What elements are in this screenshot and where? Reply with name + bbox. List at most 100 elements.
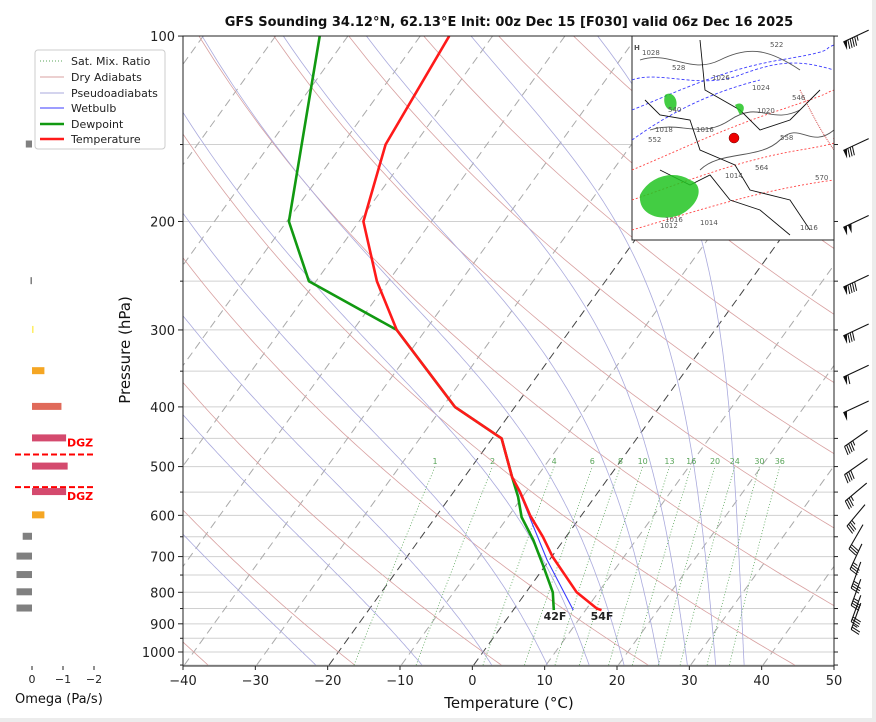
barb-feather [847, 374, 851, 385]
barb-flag [843, 148, 848, 159]
barb-staff [844, 458, 868, 476]
mixing-ratio-line [353, 466, 436, 666]
barb-feather [848, 443, 853, 453]
mixing-ratio-line [608, 466, 670, 666]
barb-half-feather [852, 624, 858, 628]
map-label: 528 [672, 64, 685, 72]
omega-axis-title: Omega (Pa/s) [15, 692, 103, 707]
dry-adiabat [183, 509, 355, 666]
legend-box [34, 49, 166, 150]
x-tick-label: 20 [609, 674, 626, 689]
barb-feather [846, 472, 851, 482]
mixing-ratio-line [482, 466, 555, 666]
barb-staff [843, 323, 869, 337]
barb-feather [847, 148, 851, 158]
y-tick-label: 500 [150, 461, 175, 476]
mixing-ratio-label: 6 [590, 457, 595, 466]
y-tick-label: 300 [150, 324, 175, 339]
y-tick-label: 800 [150, 586, 175, 601]
barb-feather [846, 525, 854, 534]
map-precip-area [664, 93, 677, 111]
barb-flag [843, 225, 848, 236]
dgz-label: DGZ [67, 490, 93, 503]
y-tick-label: 900 [150, 618, 175, 633]
omega-bar [32, 367, 45, 375]
figure-border-right [872, 0, 876, 722]
barb-feather [852, 616, 861, 623]
barb-staff [844, 482, 868, 502]
barb-feather [851, 544, 859, 552]
y-tick-label: 600 [150, 509, 175, 524]
map-label: 522 [770, 41, 783, 49]
barb-staff [844, 429, 868, 447]
omega-bar [32, 488, 67, 496]
y-axis-title: Pressure (hPa) [116, 296, 134, 404]
barb-feather [849, 332, 853, 342]
mixing-ratio-label: 24 [730, 457, 740, 466]
map-label: 1014 [725, 172, 743, 180]
legend-label: Wetbulb [71, 102, 116, 115]
omega-bar [32, 402, 62, 410]
map-border [699, 39, 821, 131]
barb-flag [843, 40, 848, 51]
barb-feather [851, 282, 855, 292]
mixing-ratio-line [632, 466, 692, 666]
plot-frame [182, 35, 835, 667]
map-label: 1012 [660, 222, 678, 230]
barb-half-feather [856, 35, 859, 41]
y-tick-label: 1000 [142, 646, 175, 661]
barb-feather [851, 602, 861, 609]
omega-bar [16, 552, 32, 560]
mixing-ratio-line [578, 466, 644, 666]
dry-adiabat [183, 133, 796, 666]
surface-temperature-label: 54F [591, 610, 614, 623]
mixing-ratio-label: 1 [433, 457, 438, 466]
x-tick-label: 30 [681, 674, 698, 689]
map-thickness-contour [632, 89, 834, 171]
barb-feather [847, 39, 851, 49]
pseudoadiabat [183, 533, 317, 666]
map-label: 1016 [800, 224, 818, 232]
omega-bar [32, 511, 45, 519]
barb-feather [851, 585, 861, 592]
pseudoadiabat [183, 315, 493, 666]
omega-bar [16, 604, 32, 612]
map-label: 1016 [665, 216, 683, 224]
barb-flag [843, 411, 848, 421]
map-label: 1014 [700, 219, 718, 227]
mixing-ratio-line [658, 466, 716, 666]
barb-feather [851, 331, 855, 341]
wind-barbs [843, 29, 869, 635]
dgz-label: DGZ [67, 437, 93, 450]
map-height-contour [632, 62, 834, 82]
map-pressure-contour [699, 129, 834, 171]
barb-feather [851, 146, 855, 156]
dry-adiabat [183, 257, 649, 666]
pseudoadiabat [183, 212, 548, 666]
barb-feather [852, 583, 861, 589]
barb-feather [852, 600, 861, 607]
wind-barb [846, 504, 866, 534]
barb-half-feather [852, 440, 856, 446]
barb-flag [847, 223, 852, 234]
wind-barb [843, 323, 869, 345]
barb-feather [848, 471, 853, 481]
dry-adiabat [273, 36, 834, 529]
map-label: 558 [780, 134, 793, 142]
omega-tick-label: −1 [55, 673, 71, 686]
barb-feather [850, 441, 855, 451]
y-tick-label: 200 [150, 215, 175, 230]
barb-staff [846, 504, 866, 527]
map-thickness-contour [799, 89, 834, 151]
mixing-ratio-label: 20 [710, 457, 720, 466]
x-tick-label: 40 [753, 674, 770, 689]
barb-staff [843, 138, 869, 151]
wind-barb [843, 364, 869, 386]
x-tick-label: 0 [468, 674, 476, 689]
y-tick-label: 700 [150, 551, 175, 566]
plot-axes: −40 −30 −20 −10 0 10 20 30 40 5010020030040050060… [142, 30, 842, 689]
map-pressure-contour [649, 109, 801, 131]
map-label: 546 [792, 94, 806, 102]
barb-feather [850, 605, 860, 611]
